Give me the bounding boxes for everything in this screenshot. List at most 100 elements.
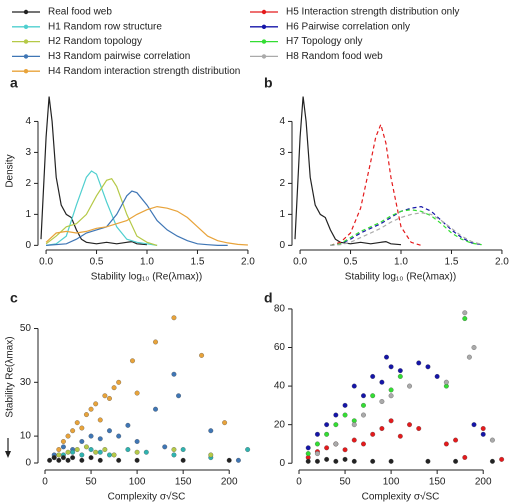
y-tick-label: 50 [20,323,32,334]
point [443,379,449,385]
y-tick-label: 60 [274,342,286,353]
point [416,360,422,366]
legend-marker [261,9,267,15]
point [499,456,505,462]
point [388,458,394,464]
point [116,433,122,439]
x-axis-title: Complexity σ√SC [108,491,186,503]
point [480,426,486,431]
point [47,457,53,463]
point [351,422,357,428]
point [333,441,339,447]
point [102,393,108,399]
point [180,457,186,463]
x-tick-label: 50 [339,477,351,488]
legend-label: H3 Random pairwise correlation [48,51,190,62]
point [83,444,89,450]
point [70,428,76,434]
density-line [40,96,148,246]
point [88,406,94,412]
point [407,422,412,428]
legend-label: H8 Random food web [286,51,383,62]
panel-label: c [10,290,18,306]
point [471,345,477,350]
point [324,456,330,462]
point [407,383,412,389]
point [79,457,85,463]
y-tick-label: 20 [274,419,286,430]
legend-label: H5 Interaction strength distribution onl… [286,7,459,18]
point [107,396,112,401]
legend-marker [23,24,29,29]
density-line [330,122,422,246]
density-line [294,96,402,246]
point [88,455,94,461]
point [153,339,158,345]
point [342,412,348,418]
point [370,431,376,437]
point [351,437,357,443]
point [370,458,376,464]
density-line [330,205,482,246]
point [305,458,311,464]
x-tick-label: 0 [42,477,48,488]
point [171,452,177,458]
panel-label: d [264,290,273,306]
point [134,457,140,463]
legend-label: Real food web [48,7,112,18]
x-tick-label: 150 [175,477,192,488]
x-tick-label: 0.0 [293,257,307,268]
point [107,452,112,458]
point [51,455,57,461]
y-tick-label: 0 [25,458,31,469]
point [388,387,394,393]
y-tick-label: 0 [279,458,285,469]
point [388,364,394,370]
point [305,445,311,451]
y-tick-label: 4 [25,116,31,127]
x-tick-label: 1.5 [191,257,205,268]
y-tick-label: 80 [274,304,286,315]
point [397,368,403,374]
point [79,452,85,458]
point [153,406,158,412]
y-tick-label: 40 [274,381,286,392]
y-tick-label: 3 [279,147,285,158]
legend-marker [261,54,267,59]
legend-label: H2 Random topology [48,36,142,47]
point [125,422,131,428]
point [333,412,339,418]
panel-label: a [10,75,18,91]
point [97,457,103,463]
point [180,447,186,453]
legend-label: H4 Random interaction strength distribut… [48,66,240,77]
density-line [330,212,482,246]
point [416,426,422,431]
y-axis-title: Stability Re(λmax) [5,336,16,417]
x-axis-title: Stability log₁₀ (Re(λmax)) [345,272,456,283]
point [235,457,241,463]
density-line [45,177,158,246]
x-tick-label: 200 [475,477,492,488]
point [342,456,348,462]
legend-marker [23,69,29,74]
point [79,439,85,444]
point [226,457,232,463]
x-tick-label: 150 [429,477,446,488]
point [171,447,177,453]
x-tick-label: 100 [383,477,400,488]
x-tick-label: 2.0 [495,257,509,268]
y-tick-label: 10 [20,431,32,442]
point [314,441,320,447]
point [130,358,135,364]
y-tick-label: 2 [25,178,31,189]
y-tick-label: 0 [25,240,31,251]
point [97,436,103,442]
point [134,449,140,455]
point [56,447,62,453]
legend-marker [261,24,267,29]
point [434,373,440,379]
point [176,393,182,399]
point [60,444,66,450]
point [65,433,71,439]
